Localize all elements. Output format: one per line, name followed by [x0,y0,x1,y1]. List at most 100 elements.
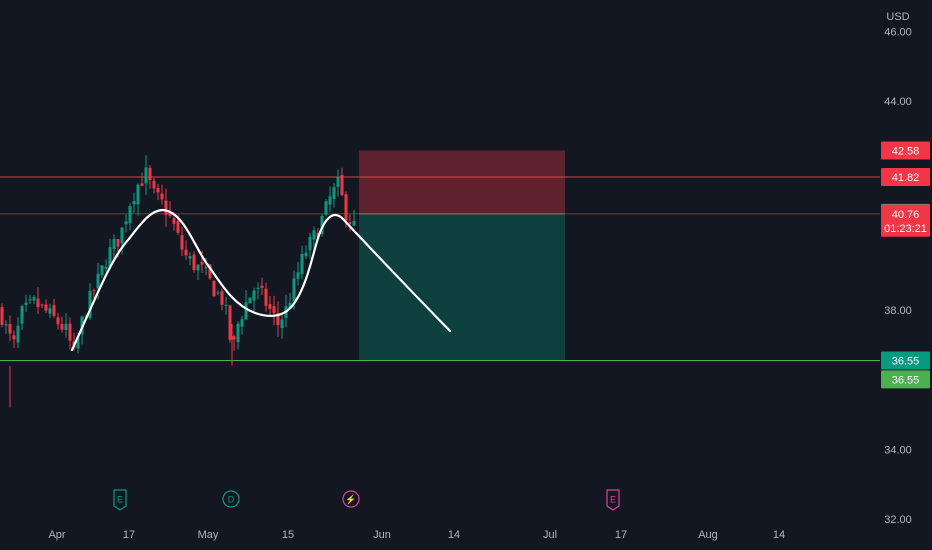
price-tick-label: 32.00 [884,514,912,526]
event-marker[interactable]: E [113,489,127,511]
candle [264,282,268,312]
price-axis[interactable]: USD 46.00 44.00 38.00 34.00 32.00 [884,11,912,526]
candle [28,294,32,304]
price-tag: 36.55 [881,370,930,389]
candle [152,177,156,194]
time-tick-label: Jun [373,529,391,541]
candle [104,259,108,272]
candle [268,296,272,317]
time-axis[interactable]: Apr 17 May 15 Jun 14 Jul 17 Aug 14 [48,529,785,541]
candle [224,296,228,315]
candle-body [288,302,292,309]
candle-body [244,302,248,320]
candlesticks [0,155,356,408]
candle-body [336,176,340,187]
candle [56,312,60,330]
candle [296,261,300,286]
candle-body [176,220,180,233]
candle [64,313,68,338]
time-tick-label: 17 [615,529,627,541]
event-marker[interactable]: E [606,489,620,511]
candle [332,183,336,208]
price-tick-label: 46.00 [884,26,912,38]
event-marker-shape [342,490,360,508]
event-markers[interactable]: E D ⚡ E [113,489,620,511]
candle [260,277,264,295]
price-tag-label: 01:23:21 [884,223,927,235]
candle-body [48,308,52,314]
candle [232,334,236,351]
candle-body [324,201,328,215]
price-tag: 01:23:21 [881,218,930,237]
candle-body [292,278,296,301]
candle [216,290,220,295]
price-tag-label: 36.55 [892,374,920,386]
candle [136,183,140,216]
price-tick-label: 34.00 [884,444,912,456]
earnings-marker-shape [113,489,127,511]
candle-body [272,306,276,313]
candle-body [28,299,32,301]
candle [276,301,280,337]
risk-reward-zones[interactable] [359,150,565,361]
candle [280,315,284,339]
candle-body [240,319,244,327]
candle [120,227,124,255]
candle-body [220,291,224,305]
price-tag-box [881,141,930,160]
candle [48,303,52,318]
candle-body [308,236,312,251]
candle-body [232,336,236,340]
time-tick-label: 15 [282,529,294,541]
take-profit-zone[interactable] [359,213,565,361]
projection-curve[interactable] [70,208,452,352]
candle-body [216,292,220,294]
candle-body [124,221,128,225]
candle-body [256,287,260,289]
price-tag-box [881,351,930,370]
candle-body [228,305,232,340]
candle-body [304,252,308,257]
price-tick-label: 44.00 [884,96,912,108]
candle [4,320,8,334]
event-marker[interactable]: ⚡ [342,490,360,508]
candle-body [252,290,256,301]
candle-body [168,212,172,216]
event-marker-label: D [228,495,235,505]
candle-body [264,288,268,306]
event-marker-shape [222,490,240,508]
candle [304,245,308,260]
candle-body [180,235,184,250]
candle-body [0,307,4,325]
candle [188,252,192,266]
price-tag: 41.82 [881,167,930,186]
candle-body [144,167,148,184]
currency-label: USD [886,11,909,23]
candle-body [268,304,272,309]
stop-loss-zone[interactable] [359,150,565,214]
time-tick-label: Aug [698,529,718,541]
candle-body [200,261,204,265]
candle-body [208,264,212,279]
candle [192,251,196,273]
candle-body [36,298,40,308]
candle [244,289,248,321]
candle-body [156,187,160,193]
candle [16,317,20,349]
candle-body [236,323,240,343]
candle-body [116,238,120,247]
candle-body [136,184,140,205]
candle-body [276,313,280,326]
candle-body [64,323,68,330]
projection-path[interactable] [70,208,452,352]
candle-body [300,254,304,275]
candle-body [108,247,112,267]
candle-body [8,324,12,334]
candle [240,315,244,335]
candle [144,155,148,195]
candle-body [312,230,316,240]
candle-body [20,306,24,324]
candle-body [52,305,56,316]
event-marker[interactable]: D [222,490,240,508]
